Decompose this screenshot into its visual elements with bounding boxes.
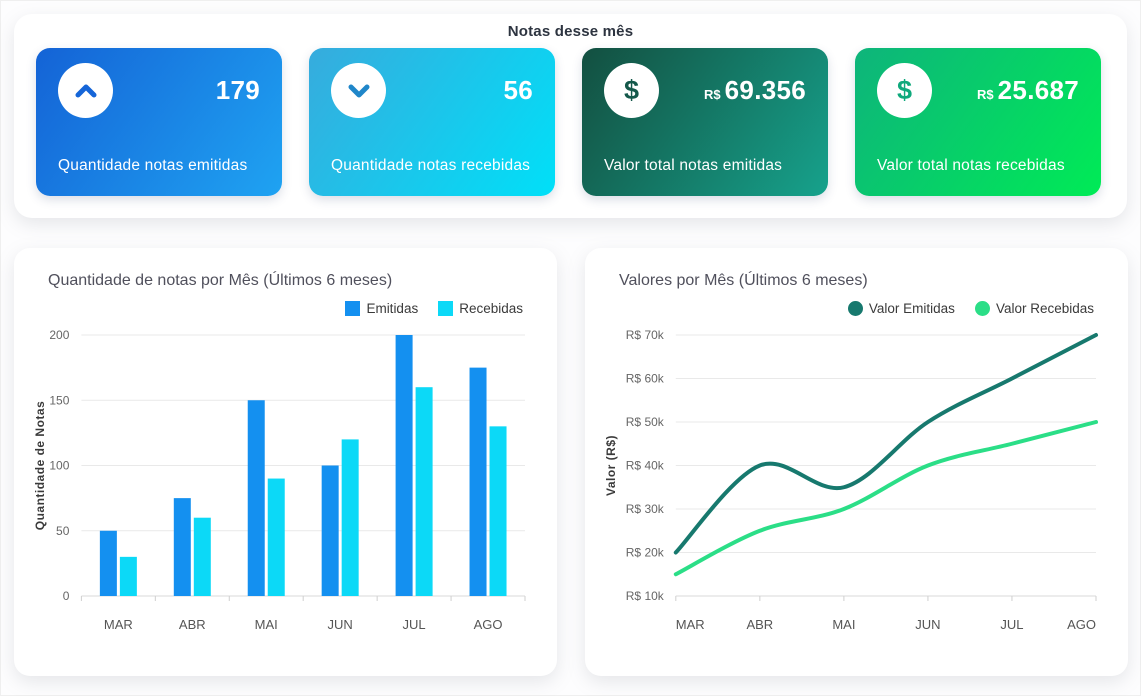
- svg-text:Valor (R$): Valor (R$): [605, 435, 618, 496]
- svg-text:Quantidade de Notas: Quantidade de Notas: [34, 401, 47, 531]
- svg-text:R$ 70k: R$ 70k: [626, 328, 665, 342]
- legend-item[interactable]: Recebidas: [438, 300, 523, 316]
- card-top: $ R$ 25.687: [877, 63, 1079, 118]
- charts-row: Quantidade de notas por Mês (Últimos 6 m…: [14, 248, 1128, 676]
- svg-text:R$ 50k: R$ 50k: [626, 415, 665, 429]
- card-currency-prefix: R$: [977, 87, 994, 102]
- svg-text:MAR: MAR: [676, 617, 705, 632]
- card-top: $ R$ 69.356: [604, 63, 806, 118]
- card-label: Valor total notas emitidas: [604, 156, 783, 174]
- svg-text:JUN: JUN: [915, 617, 940, 632]
- stat-card-quantidade-emitidas: 179 Quantidade notas emitidas: [36, 48, 282, 196]
- legend-dot-icon: [974, 300, 990, 316]
- svg-text:R$ 60k: R$ 60k: [626, 372, 665, 386]
- chart-legend: Emitidas Recebidas: [34, 299, 537, 317]
- svg-text:MAR: MAR: [104, 617, 133, 632]
- svg-text:R$ 10k: R$ 10k: [626, 589, 665, 603]
- bar-chart[interactable]: 0 50 100 150 200 Quantidade de Notas MAR ABR MAI…: [34, 321, 537, 643]
- card-label: Quantidade notas recebidas: [331, 156, 531, 174]
- svg-text:MAI: MAI: [255, 617, 278, 632]
- card-value: R$ 69.356: [704, 75, 806, 106]
- legend-square-icon: [345, 300, 361, 316]
- legend-label: Emitidas: [366, 300, 419, 316]
- summary-cards-row: 179 Quantidade notas emitidas 56 Quantid…: [36, 48, 1105, 196]
- svg-text:100: 100: [49, 459, 69, 473]
- chart-panel-quantidade-notas: Quantidade de notas por Mês (Últimos 6 m…: [14, 248, 557, 676]
- icon-circle: [58, 63, 113, 118]
- card-value-number: 25.687: [997, 75, 1079, 105]
- svg-text:JUL: JUL: [403, 617, 426, 632]
- card-label: Quantidade notas emitidas: [58, 156, 248, 174]
- chevron-down-icon: [348, 84, 369, 97]
- svg-text:0: 0: [63, 589, 70, 603]
- legend-item[interactable]: Valor Emitidas: [847, 300, 955, 316]
- summary-panel: Notas desse mês 179 Quantidade notas emi…: [14, 14, 1127, 218]
- svg-text:AGO: AGO: [1067, 617, 1096, 632]
- card-value: 56: [499, 75, 533, 106]
- legend-dot-icon: [847, 300, 863, 316]
- svg-text:150: 150: [49, 393, 69, 407]
- dollar-icon: $: [623, 75, 640, 105]
- svg-text:AGO: AGO: [474, 617, 503, 632]
- chart-title: Quantidade de notas por Mês (Últimos 6 m…: [48, 272, 393, 289]
- card-label: Valor total notas recebidas: [877, 156, 1065, 174]
- chart-panel-valores: Valores por Mês (Últimos 6 meses) Valor …: [585, 248, 1128, 676]
- stat-card-quantidade-recebidas: 56 Quantidade notas recebidas: [309, 48, 555, 196]
- svg-text:MAI: MAI: [832, 617, 855, 632]
- svg-text:ABR: ABR: [179, 617, 206, 632]
- card-value-number: 69.356: [724, 75, 806, 105]
- svg-text:JUN: JUN: [328, 617, 353, 632]
- svg-text:200: 200: [49, 328, 69, 342]
- svg-text:R$ 30k: R$ 30k: [626, 502, 665, 516]
- legend-label: Recebidas: [459, 300, 523, 316]
- svg-text:R$ 40k: R$ 40k: [626, 459, 665, 473]
- card-value-number: 179: [215, 75, 260, 105]
- card-value-number: 56: [503, 75, 533, 105]
- card-top: 179: [58, 63, 260, 118]
- card-currency-prefix: R$: [704, 87, 721, 102]
- legend-label: Valor Emitidas: [868, 300, 955, 316]
- line-chart[interactable]: R$ 10k R$ 20k R$ 30k R$ 40k R$ 50k R$ 60k R$ 7…: [605, 321, 1108, 643]
- icon-circle: $: [604, 63, 659, 118]
- chart-legend: Valor Emitidas Valor Recebidas: [605, 299, 1108, 317]
- svg-text:ABR: ABR: [746, 617, 773, 632]
- legend-label: Valor Recebidas: [995, 300, 1094, 316]
- icon-circle: $: [877, 63, 932, 118]
- summary-panel-title: Notas desse mês: [507, 23, 634, 40]
- chevron-up-icon: [75, 84, 96, 97]
- legend-square-icon: [438, 300, 454, 316]
- legend-item[interactable]: Valor Recebidas: [974, 300, 1094, 316]
- card-value: R$ 25.687: [977, 75, 1079, 106]
- svg-text:50: 50: [56, 524, 70, 538]
- icon-circle: [331, 63, 386, 118]
- legend-item[interactable]: Emitidas: [345, 300, 419, 316]
- svg-text:R$ 20k: R$ 20k: [626, 546, 665, 560]
- chart-title: Valores por Mês (Últimos 6 meses): [619, 272, 868, 289]
- stat-card-valor-recebidas: $ R$ 25.687 Valor total notas recebidas: [855, 48, 1101, 196]
- card-top: 56: [331, 63, 533, 118]
- svg-text:JUL: JUL: [1000, 617, 1023, 632]
- dollar-icon: $: [896, 75, 913, 105]
- stat-card-valor-emitidas: $ R$ 69.356 Valor total notas emitidas: [582, 48, 828, 196]
- card-value: 179: [212, 75, 260, 106]
